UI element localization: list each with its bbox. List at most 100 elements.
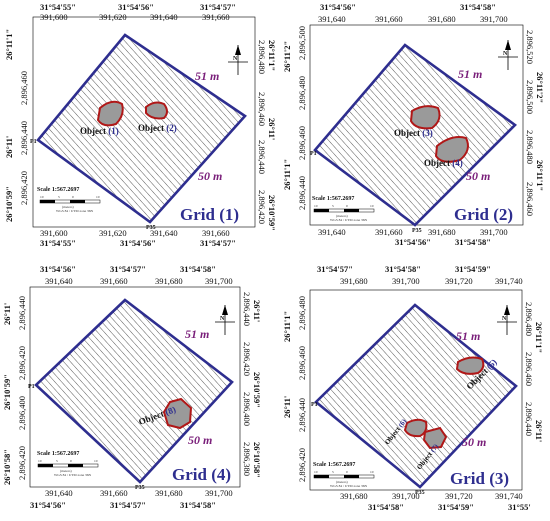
object-outline (403, 418, 428, 438)
grid-title: Grid (1) (180, 205, 239, 224)
bottom-utm-label: 391,600 (40, 228, 68, 238)
svg-text:10: 10 (94, 459, 98, 463)
svg-text:10: 10 (40, 195, 44, 199)
bottom-utm-label: 391,640 (318, 227, 346, 237)
distance-bottom-label: 50 m (462, 435, 486, 449)
top-dms-label: 31°54'56" (40, 264, 76, 274)
bottom-dms-label: 31°54'59" (438, 502, 474, 512)
svg-text:0: 0 (346, 470, 348, 474)
right-dms-label: 26°11'1" (535, 160, 545, 191)
distance-top-label: 51 m (195, 69, 219, 83)
left-utm-label: 2,896,460 (19, 71, 29, 105)
panel-grid-1: 31°54'55" 31°54'56" 31°54'57" 391,600 39… (4, 2, 277, 248)
svg-text:0: 0 (346, 204, 348, 208)
left-dms-label: 26°11' (2, 303, 12, 325)
object-outline (434, 136, 469, 163)
bottom-dms-label: 31°54'58" (368, 502, 404, 512)
top-utm-label: 391,660 (202, 12, 230, 22)
svg-text:10: 10 (370, 204, 374, 208)
north-arrow-icon: N (228, 45, 248, 75)
bottom-utm-label: 391,640 (150, 228, 178, 238)
svg-text:WGS 84 / UTM zone 36N: WGS 84 / UTM zone 36N (54, 473, 92, 477)
scale-label: Scale 1:567.2697 (313, 462, 355, 468)
svg-text:WGS 84 / UTM zone 36N: WGS 84 / UTM zone 36N (330, 484, 368, 488)
top-dms-label: 31°54'57" (317, 264, 353, 274)
point-start-label: P1 (30, 139, 37, 145)
survey-grid-polygon (34, 298, 234, 484)
right-utm-label: 2,896,460 (524, 352, 534, 386)
north-label: N (502, 316, 507, 322)
left-dms-label: 26°10'58" (2, 449, 12, 485)
left-utm-label: 2,896,440 (17, 296, 27, 330)
top-dms-label: 31°54'57" (110, 264, 146, 274)
grid-title: Grid (4) (172, 465, 231, 484)
svg-text:(meters): (meters) (62, 205, 74, 209)
svg-text:5: 5 (332, 470, 334, 474)
point-end-label: P35 (146, 225, 156, 231)
panel-grid-4: 31°54'56" 31°54'57" 31°54'58" 391,640 39… (2, 264, 262, 510)
survey-grid-polygon (313, 43, 517, 227)
right-utm-label: 2,896,480 (525, 130, 535, 164)
svg-text:10: 10 (96, 195, 100, 199)
bottom-dms-label: 31°54'58" (180, 500, 216, 510)
top-utm-label: 391,680 (155, 276, 183, 286)
left-utm-label: 2,896,460 (297, 346, 307, 380)
right-utm-label: 2,896,480 (257, 40, 267, 74)
right-utm-label: 2,896,500 (525, 80, 535, 114)
bottom-utm-label: 391,660 (375, 227, 403, 237)
left-utm-label: 2,896,400 (17, 396, 27, 430)
panel-grid-2: 31°54'56" 31°54'58" 391,640 391,660 391,… (282, 2, 545, 247)
point-end-label: P35 (412, 228, 422, 234)
bottom-dms-label: 31°54'55" (40, 238, 76, 248)
bottom-utm-label: 391,660 (100, 488, 128, 498)
bottom-utm-label: 391,720 (445, 491, 473, 501)
distance-top-label: 51 m (456, 329, 480, 343)
object-label: Object (2) (138, 123, 177, 133)
object-label: Object (3) (394, 128, 433, 138)
object-outline (145, 101, 168, 120)
right-dms-label: 26°11' (252, 300, 262, 322)
top-utm-label: 391,660 (100, 276, 128, 286)
scale-label: Scale 1:567.2697 (312, 196, 354, 202)
point-start-label: P1 (310, 151, 317, 157)
bottom-dms-label: 31°54'58" (455, 237, 491, 247)
top-dms-label: 31°54'58" (180, 264, 216, 274)
svg-text:WGS 84 / UTM zone 36N: WGS 84 / UTM zone 36N (56, 209, 94, 213)
point-end-label: P35 (415, 490, 425, 496)
top-utm-label: 391,680 (340, 276, 368, 286)
svg-text:0: 0 (70, 459, 72, 463)
left-dms-label: 26°11'1" (282, 311, 292, 342)
top-utm-label: 391,640 (318, 14, 346, 24)
right-utm-label: 2,896,380 (242, 442, 252, 476)
left-dms-label: 26°11'2" (282, 41, 292, 72)
left-utm-label: 2,896,480 (297, 76, 307, 110)
bottom-utm-label: 391,620 (99, 228, 127, 238)
bottom-utm-label: 391,700 (205, 488, 233, 498)
svg-text:5: 5 (56, 459, 58, 463)
svg-text:10: 10 (314, 470, 318, 474)
left-dms-label: 26°11' (4, 136, 14, 158)
bottom-dms-label: 31°54'56" (120, 238, 156, 248)
left-dms-label: 26°10'59" (4, 186, 14, 222)
top-dms-label: 31°54'58" (385, 264, 421, 274)
bottom-dms-label: 31°54'56" (30, 500, 66, 510)
top-utm-label: 391,600 (40, 12, 68, 22)
top-utm-label: 391,720 (445, 276, 473, 286)
bottom-utm-label: 391,700 (480, 227, 508, 237)
bottom-utm-label: 391,640 (45, 488, 73, 498)
point-end-label: P35 (135, 485, 145, 491)
panel-grid-3: 31°54'57" 31°54'58" 31°54'59" 391,680 39… (282, 264, 544, 512)
north-label: N (233, 56, 238, 62)
scale-label: Scale 1:567.2697 (37, 451, 79, 457)
top-dms-label: 31°54'56" (118, 2, 154, 12)
distance-bottom-label: 50 m (198, 169, 222, 183)
right-utm-label: 2,896,420 (257, 190, 267, 224)
svg-text:(meters): (meters) (336, 214, 348, 218)
bottom-dms-label: 31°54'57" (110, 500, 146, 510)
top-dms-label: 31°54'57" (200, 2, 236, 12)
right-utm-label: 2,896,460 (525, 182, 535, 216)
top-utm-label: 391,660 (375, 14, 403, 24)
left-utm-label: 2,896,420 (297, 448, 307, 482)
top-utm-label: 391,740 (495, 276, 523, 286)
left-dms-label: 26°11'1" (4, 29, 14, 60)
